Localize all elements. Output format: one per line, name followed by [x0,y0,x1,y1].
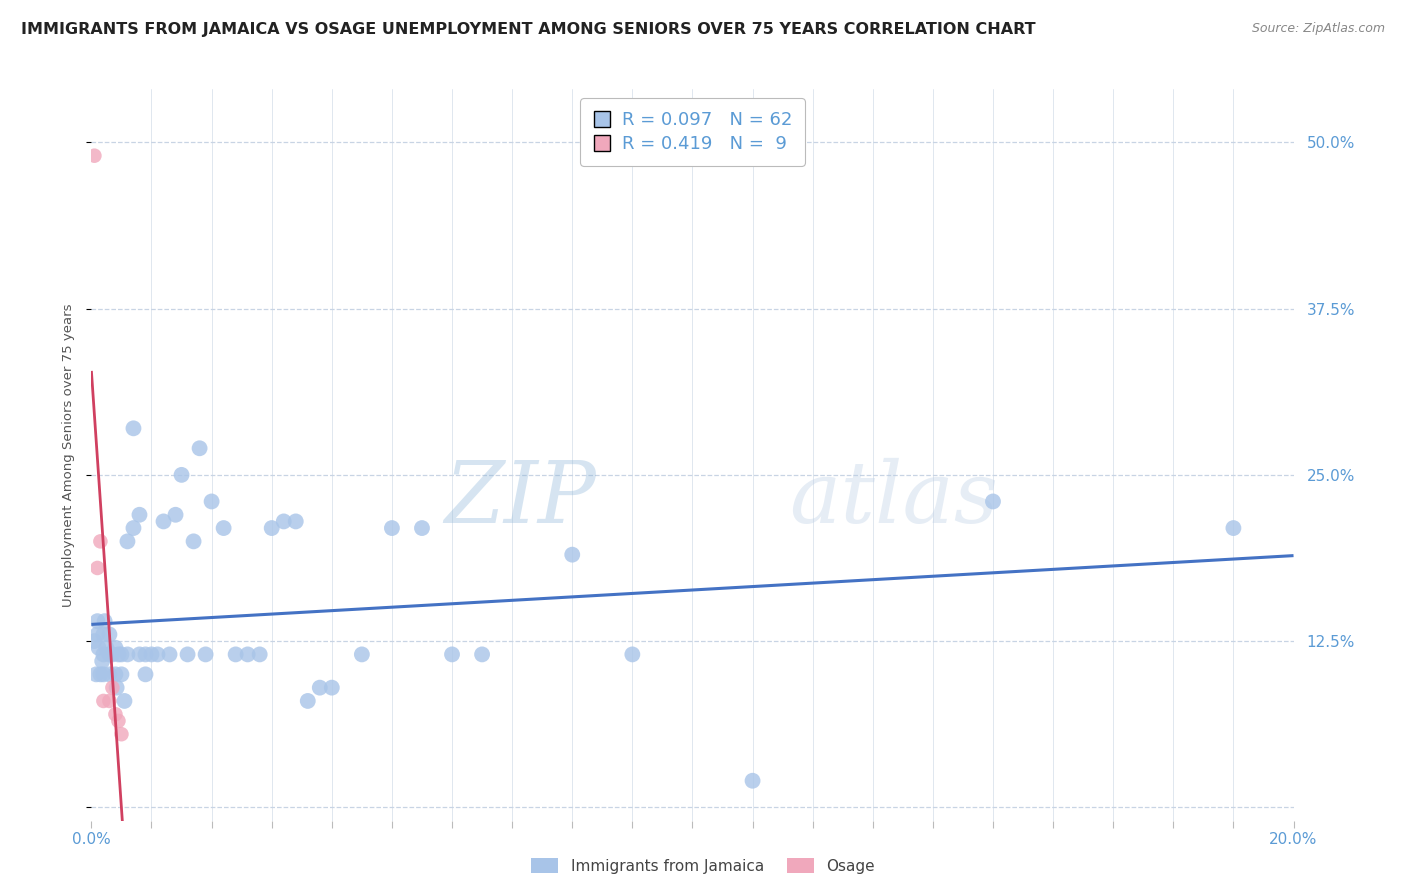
Point [183,534,205,549]
Point [117,648,139,662]
Text: IMMIGRANTS FROM JAMAICA VS OSAGE UNEMPLOYMENT AMONG SENIORS OVER 75 YEARS CORREL: IMMIGRANTS FROM JAMAICA VS OSAGE UNEMPLO… [21,22,1036,37]
Point [93,667,115,681]
Point [561,548,583,562]
Point [89,534,111,549]
Point [411,521,433,535]
Point [91,654,114,668]
Point [86,561,108,575]
Point [440,648,463,662]
Point [176,648,198,662]
Point [96,640,118,655]
Point [159,648,181,662]
Point [89,667,111,681]
Point [297,694,319,708]
Point [86,627,108,641]
Point [146,648,169,662]
Point [321,681,343,695]
Point [621,648,644,662]
Point [93,627,115,641]
Point [83,149,105,163]
Point [87,640,110,655]
Point [381,521,404,535]
Point [1222,521,1244,535]
Text: atlas: atlas [789,458,998,541]
Point [83,634,105,648]
Point [350,648,373,662]
Point [225,648,247,662]
Point [134,648,156,662]
Point [134,667,156,681]
Point [741,773,763,788]
Point [273,515,295,529]
Point [201,494,224,508]
Point [128,508,150,522]
Point [165,508,187,522]
Point [188,442,211,456]
Point [110,667,132,681]
Point [284,515,307,529]
Point [110,648,132,662]
Point [981,494,1004,508]
Point [93,614,115,628]
Point [104,667,127,681]
Point [105,681,128,695]
Point [93,694,115,708]
Point [308,681,330,695]
Point [98,648,121,662]
Point [260,521,283,535]
Point [122,421,145,435]
Point [249,648,271,662]
Point [84,667,107,681]
Point [114,694,136,708]
Point [101,648,124,662]
Point [152,515,174,529]
Point [107,648,129,662]
Point [194,648,217,662]
Point [110,727,132,741]
Point [98,627,121,641]
Point [122,521,145,535]
Point [107,714,129,728]
Point [104,707,127,722]
Text: Source: ZipAtlas.com: Source: ZipAtlas.com [1251,22,1385,36]
Point [471,648,494,662]
Legend: R = 0.097   N = 62, R = 0.419   N =  9: R = 0.097 N = 62, R = 0.419 N = 9 [581,98,804,166]
Point [104,640,127,655]
Point [98,694,121,708]
Point [128,648,150,662]
Point [236,648,259,662]
Y-axis label: Unemployment Among Seniors over 75 years: Unemployment Among Seniors over 75 years [62,303,75,607]
Point [86,614,108,628]
Point [98,667,121,681]
Point [141,648,163,662]
Text: ZIP: ZIP [444,458,596,541]
Point [101,681,124,695]
Point [212,521,235,535]
Point [93,648,115,662]
Legend: Immigrants from Jamaica, Osage: Immigrants from Jamaica, Osage [524,852,882,880]
Point [170,467,193,482]
Point [117,534,139,549]
